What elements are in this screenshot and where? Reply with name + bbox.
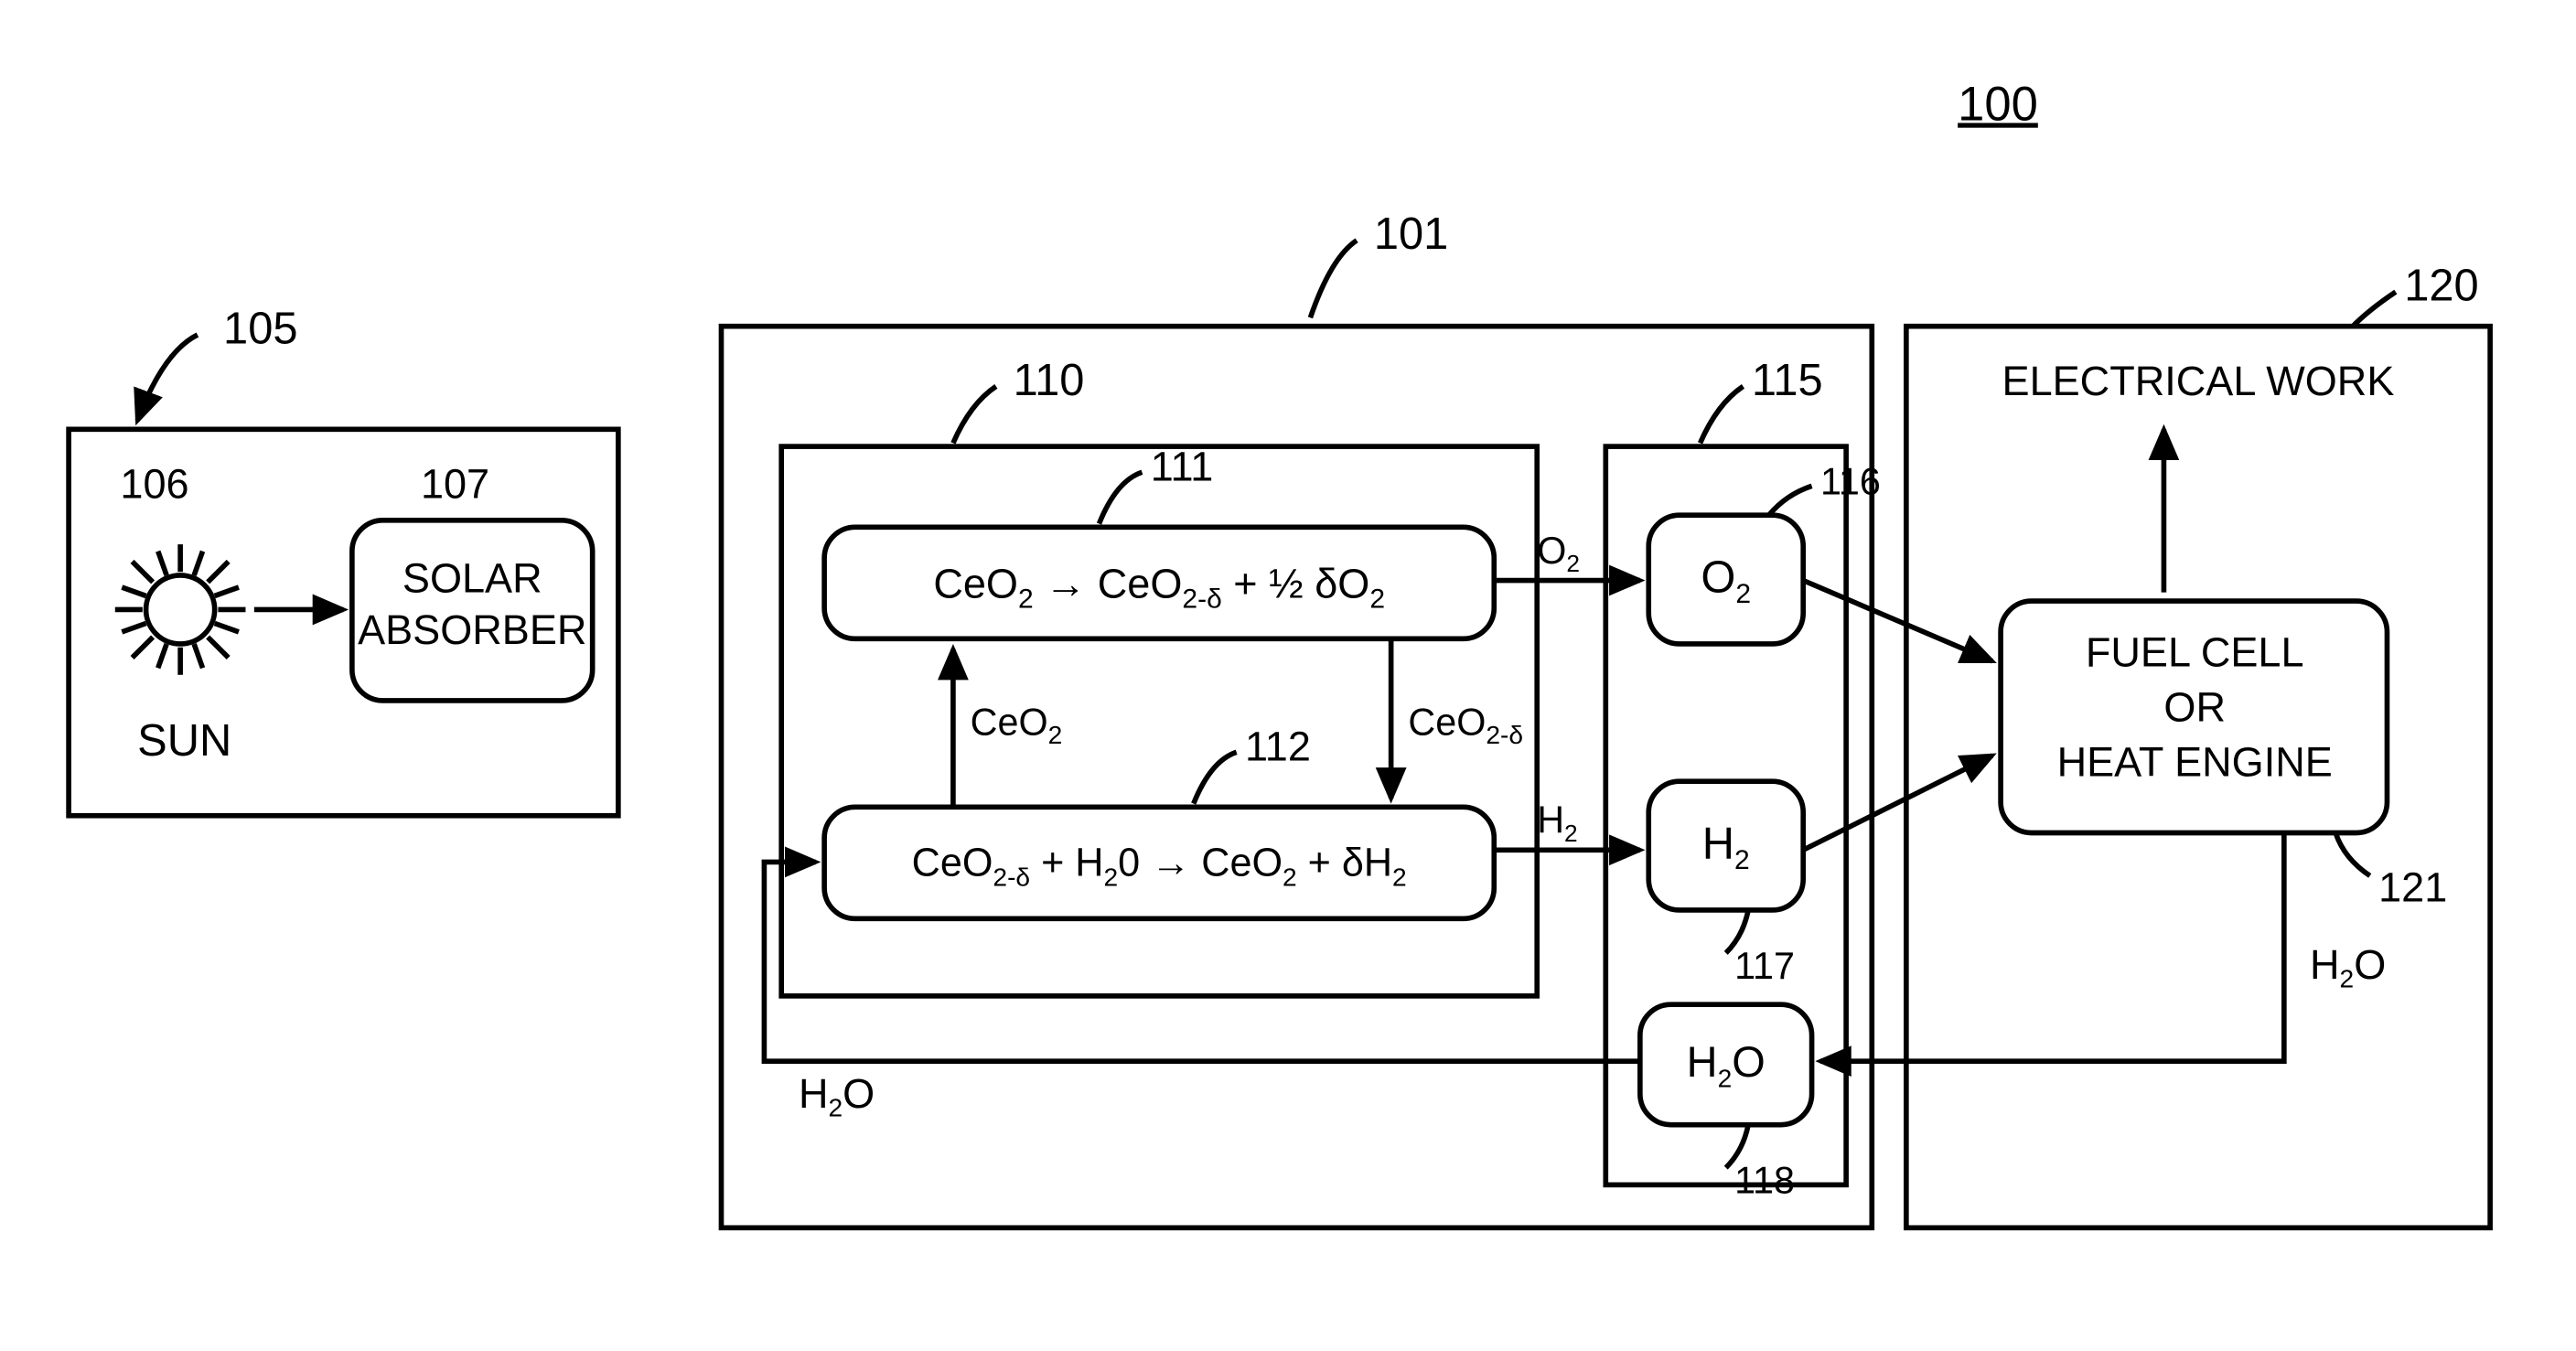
edge-h2: H2: [1537, 799, 1577, 847]
ref-112: 112: [1245, 724, 1311, 770]
ref-111: 111: [1151, 444, 1213, 490]
fuelcell-l2: OR: [2163, 683, 2226, 730]
hook-121: [2335, 833, 2370, 876]
h2o-label: H2O: [1687, 1038, 1766, 1092]
ref-116: 116: [1820, 461, 1881, 503]
hook-112: [1194, 752, 1237, 803]
edge-o2: O2: [1537, 530, 1580, 577]
ref-118: 118: [1734, 1160, 1795, 1202]
hook-111: [1099, 472, 1142, 523]
box-101: [721, 327, 1872, 1228]
ref-110: 110: [1014, 356, 1085, 405]
fuelcell-l1: FUEL CELL: [2086, 628, 2304, 675]
hook-105: [137, 335, 198, 421]
edge-ceo2d: CeO2-δ: [1408, 701, 1523, 748]
ref-120: 120: [2404, 262, 2478, 311]
ref-106: 106: [120, 460, 188, 507]
edge-ceo2: CeO2: [971, 701, 1063, 748]
edge-h2o-left: H2O: [799, 1070, 875, 1121]
solar-absorber-l1: SOLAR: [402, 555, 542, 602]
ref-101: 101: [1374, 209, 1448, 259]
hook-110: [953, 386, 996, 443]
diagram-svg: 100 105: [0, 0, 2576, 1271]
hook-101: [1310, 241, 1357, 317]
reactor-group: 101 110 CeO2 → CeO2-δ + ½ δO2 111 CeO2-δ…: [721, 209, 1880, 1228]
arrow-o2-to-fc: [1803, 581, 1992, 661]
ref-107: 107: [421, 460, 489, 507]
ref-105: 105: [223, 304, 297, 353]
ref-117: 117: [1734, 945, 1795, 987]
arrow-h2o-return: [1820, 833, 2284, 1062]
h2-label: H2: [1702, 820, 1750, 875]
solar-group: 105 SUN: [69, 304, 618, 815]
solar-absorber-l2: ABSORBER: [358, 606, 586, 653]
edge-h2o-right: H2O: [2310, 941, 2386, 992]
hook-115: [1701, 386, 1744, 443]
ref-115: 115: [1752, 356, 1823, 405]
elec-work-label: ELECTRICAL WORK: [2002, 358, 2395, 404]
sun-label: SUN: [137, 716, 231, 766]
hook-120: [2353, 292, 2396, 327]
fuelcell-l3: HEAT ENGINE: [2057, 739, 2333, 786]
arrow-h2-to-fc: [1803, 756, 1992, 850]
o2-label: O2: [1701, 553, 1751, 609]
ref-121: 121: [2378, 864, 2447, 911]
reaction-111-text: CeO2 → CeO2-δ + ½ δO2: [933, 560, 1385, 614]
arrow-h2o-loop: [764, 862, 1639, 1061]
sun-icon: [115, 544, 246, 675]
output-group: 120 ELECTRICAL WORK FUEL CELL OR HEAT EN…: [1803, 262, 2490, 1228]
reaction-112-text: CeO2-δ + H20 → CeO2 + δH2: [912, 841, 1407, 891]
hook-116: [1769, 486, 1812, 515]
ref-100: 100: [1958, 77, 2038, 131]
